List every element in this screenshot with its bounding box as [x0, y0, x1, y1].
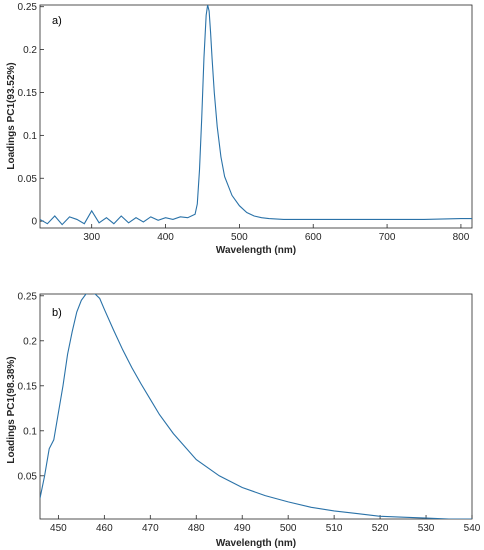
- plot-area: [39, 293, 473, 520]
- x-tick-label: 540: [464, 523, 481, 534]
- y-tick-label: 0.15: [18, 381, 38, 392]
- panel-label: a): [52, 15, 62, 27]
- x-tick-label: 400: [157, 232, 174, 243]
- x-axis-label: Wavelength (nm): [216, 538, 296, 549]
- chart-panel-a: 300 400 500 600 700 800 0 0.05 0.1 0.15 0.2 0.25 a)…: [6, 2, 473, 256]
- tick-group: 450 460 470 480 490 500 510 520 530 540 0.05 0.1 0.1…: [18, 291, 481, 534]
- x-tick-label: 450: [50, 523, 67, 534]
- panel-label: b): [52, 307, 62, 319]
- x-tick-label: 490: [234, 523, 251, 534]
- y-tick-label: 0.1: [23, 131, 37, 142]
- series-line: [40, 5, 472, 226]
- tick-group: 300 400 500 600 700 800 0 0.05 0.1 0.15 0.2 0.25: [18, 2, 470, 243]
- x-tick-label: 700: [379, 232, 396, 243]
- series-line: [40, 294, 472, 519]
- y-tick-label: 0.25: [18, 2, 38, 13]
- x-tick-label: 300: [83, 232, 100, 243]
- x-tick-label: 520: [372, 523, 389, 534]
- y-axis-label: Loadings PC1(98.38%): [6, 356, 17, 463]
- x-tick-label: 470: [142, 523, 159, 534]
- y-tick-label: 0.2: [23, 45, 37, 56]
- y-tick-label: 0.2: [23, 336, 37, 347]
- y-tick-label: 0.05: [18, 471, 38, 482]
- y-tick-label: 0.1: [23, 426, 37, 437]
- x-tick-label: 600: [305, 232, 322, 243]
- x-tick-label: 500: [280, 523, 297, 534]
- x-tick-label: 460: [96, 523, 113, 534]
- plot-area: [39, 4, 473, 229]
- x-tick-label: 800: [453, 232, 470, 243]
- x-tick-label: 530: [418, 523, 435, 534]
- y-tick-label: 0.15: [18, 88, 38, 99]
- x-tick-label: 500: [231, 232, 248, 243]
- y-tick-label: 0.25: [18, 291, 38, 302]
- chart-panel-b: 450 460 470 480 490 500 510 520 530 540 0.05 0.1 0.1…: [6, 291, 481, 549]
- y-tick-label: 0: [31, 217, 37, 228]
- y-axis-label: Loadings PC1(93.52%): [6, 62, 17, 169]
- x-tick-label: 510: [326, 523, 343, 534]
- x-axis-label: Wavelength (nm): [216, 245, 296, 256]
- y-tick-label: 0.05: [18, 174, 38, 185]
- x-tick-label: 480: [188, 523, 205, 534]
